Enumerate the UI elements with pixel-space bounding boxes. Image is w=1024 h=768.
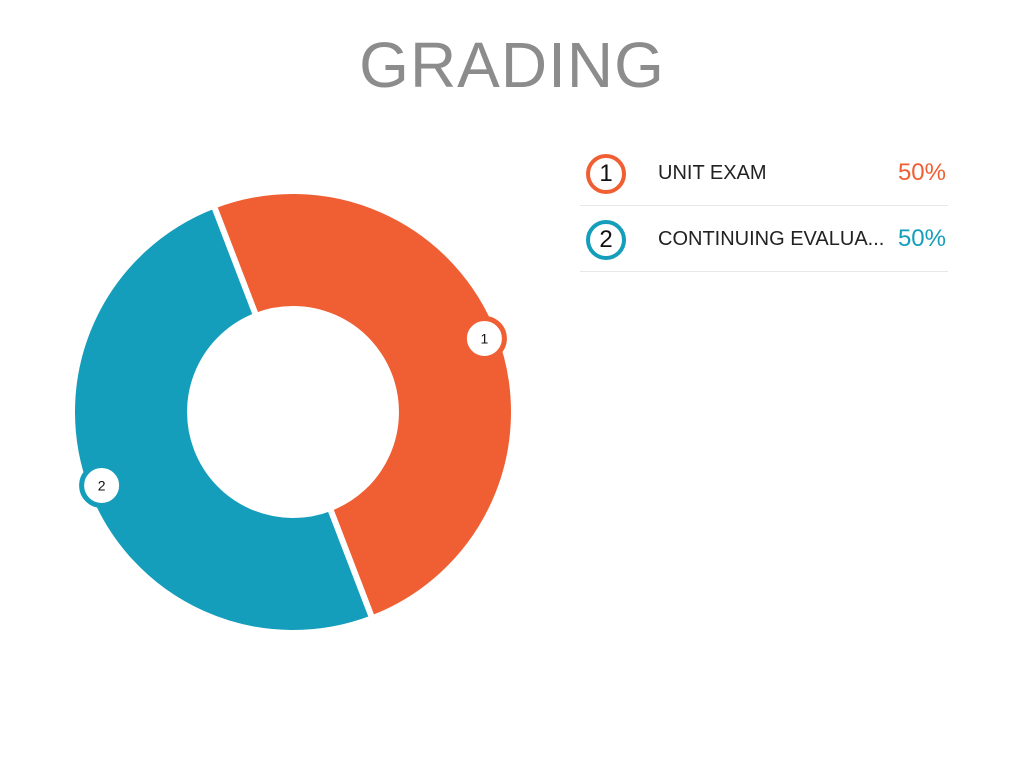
slice-2[interactable]	[69, 201, 377, 636]
legend-value: 50%	[897, 159, 946, 186]
legend-item-2[interactable]: 2 CONTINUING EVALUA... 50%	[580, 206, 948, 272]
legend-value: 50%	[897, 225, 946, 252]
marker-circle	[79, 462, 125, 508]
marker-label: 2	[98, 477, 106, 493]
legend-marker: 2	[586, 220, 626, 260]
page-title: GRADING	[359, 29, 665, 101]
legend: 1 UNIT EXAM 50% 2 CONTINUING EVALUA... 5…	[580, 140, 948, 272]
slice-marker-2: 2	[79, 462, 125, 508]
marker-circle	[461, 316, 507, 362]
slice-1[interactable]	[209, 188, 517, 623]
legend-label: CONTINUING EVALUA...	[658, 228, 885, 250]
legend-marker: 1	[586, 154, 626, 194]
slice-marker-1: 1	[461, 316, 507, 362]
legend-item-1[interactable]: 1 UNIT EXAM 50%	[580, 140, 948, 206]
marker-label: 1	[480, 331, 488, 347]
legend-label: UNIT EXAM	[658, 162, 767, 184]
